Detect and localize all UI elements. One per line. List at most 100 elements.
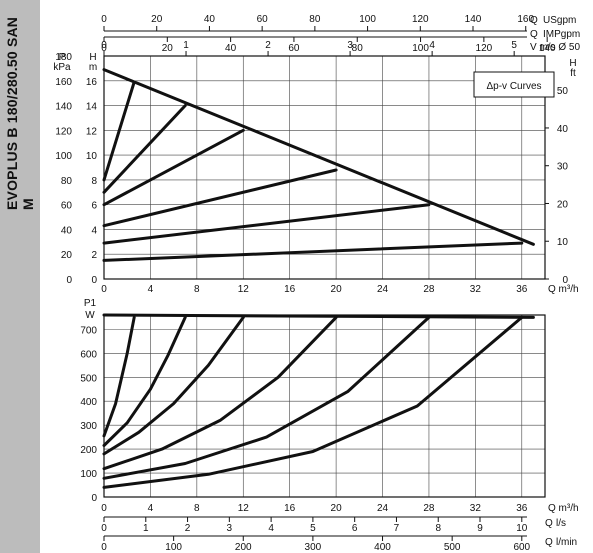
- top-curve-4: [102, 128, 245, 207]
- bottom-x-tick-label: 16: [284, 503, 296, 514]
- ls-tick-label: 3: [227, 523, 233, 534]
- side-label-bar: [0, 0, 40, 553]
- lmin-tick-label: 100: [165, 542, 182, 553]
- velocity-tick-label: 5: [511, 40, 517, 51]
- bottom-y-tick-label: 600: [80, 349, 97, 360]
- impgpm-tick-label: 0: [101, 43, 107, 54]
- ls-tick-label: 8: [435, 523, 441, 534]
- top-y-tick-label: 14: [86, 102, 98, 113]
- ft-tick-label: 0: [562, 275, 568, 286]
- bottom-x-tick-label: 32: [470, 503, 482, 514]
- kpa-tick-label: 60: [61, 201, 73, 212]
- ft-tick-label: 20: [557, 199, 569, 210]
- kpa-tick-label: 180: [55, 52, 72, 63]
- bottom-x-axis-label: Q m³/h: [548, 503, 579, 514]
- kpa-axis-label-unit: kPa: [53, 62, 71, 73]
- impgpm-tick-label: 60: [288, 43, 300, 54]
- usgpm-tick-label: 20: [151, 14, 163, 25]
- lmin-tick-label: 400: [374, 542, 391, 553]
- usgpm-tick-label: 60: [257, 14, 269, 25]
- top-x-tick-label: 0: [101, 284, 107, 295]
- bottom-x-tick-label: 24: [377, 503, 389, 514]
- ls-tick-label: 0: [101, 523, 107, 534]
- impgpm-tick-label: 20: [162, 43, 174, 54]
- bottom-y-tick-label: 300: [80, 421, 97, 432]
- lmin-tick-label: 300: [305, 542, 322, 553]
- bottom-x-tick-label: 36: [516, 503, 528, 514]
- bottom-x-tick-label: 8: [194, 503, 200, 514]
- bottom-x-tick-label: 4: [148, 503, 154, 514]
- usgpm-tick-label: 120: [412, 14, 429, 25]
- usgpm-tick-label: 80: [309, 14, 321, 25]
- top-curve-1: [102, 68, 535, 246]
- velocity-tick-label: 3: [347, 40, 353, 51]
- kpa-tick-label: 120: [55, 126, 72, 137]
- top-y-tick-label: 6: [91, 201, 97, 212]
- bottom-curve-6: [102, 315, 431, 480]
- impgpm-axis-label: IMPgpm: [543, 29, 580, 40]
- top-x-tick-label: 36: [516, 284, 528, 295]
- ls-tick-label: 7: [394, 523, 400, 534]
- usgpm-tick-label: 100: [359, 14, 376, 25]
- usgpm-tick-label: 160: [517, 14, 534, 25]
- top-y-tick-label: 8: [91, 176, 97, 187]
- kpa-tick-label: 160: [55, 77, 72, 88]
- lmin-axis-label-q: Q: [545, 537, 553, 548]
- ls-tick-label: 1: [143, 523, 149, 534]
- velocity-tick-label: 2: [265, 40, 271, 51]
- legend-box: [473, 71, 555, 98]
- top-x-tick-label: 32: [470, 284, 482, 295]
- ls-axis-label-q: Q: [545, 518, 553, 529]
- ls-tick-label: 6: [352, 523, 358, 534]
- ls-tick-label: 4: [268, 523, 274, 534]
- bottom-x-tick-label: 20: [331, 503, 343, 514]
- top-x-tick-label: 28: [423, 284, 435, 295]
- top-y-tick-label: 16: [86, 77, 98, 88]
- ls-axis-label: l/s: [556, 518, 566, 529]
- bottom-y-tick-label: 500: [80, 373, 97, 384]
- kpa-tick-label: 0: [66, 275, 72, 286]
- h-axis-label-unit: m: [89, 62, 97, 73]
- lmin-tick-label: 600: [513, 542, 530, 553]
- usgpm-tick-label: 140: [465, 14, 482, 25]
- usgpm-axis-label-q: Q: [530, 15, 538, 26]
- top-y-tick-label: 10: [86, 151, 98, 162]
- top-x-tick-label: 24: [377, 284, 389, 295]
- ft-axis-label-unit: ft: [570, 68, 576, 79]
- top-y-tick-label: 0: [91, 275, 97, 286]
- kpa-tick-label: 80: [61, 176, 73, 187]
- bottom-curve-7: [102, 315, 524, 489]
- impgpm-tick-label: 100: [412, 43, 429, 54]
- kpa-tick-label: 140: [55, 102, 72, 113]
- ls-tick-label: 5: [310, 523, 316, 534]
- usgpm-axis-label: USgpm: [543, 15, 576, 26]
- bottom-curve-2: [102, 315, 136, 438]
- lmin-axis-label: l/min: [556, 537, 577, 548]
- usgpm-tick-label: 0: [101, 14, 107, 25]
- top-x-tick-label: 4: [148, 284, 154, 295]
- p1-axis-label: P1: [84, 298, 97, 309]
- kpa-tick-label: 100: [55, 151, 72, 162]
- bottom-y-tick-label: 200: [80, 445, 97, 456]
- bottom-x-tick-label: 28: [423, 503, 435, 514]
- bottom-y-tick-label: 100: [80, 469, 97, 480]
- ft-tick-label: 10: [557, 237, 569, 248]
- velocity-tick-label: 4: [429, 40, 435, 51]
- bottom-curve-4: [102, 315, 245, 456]
- usgpm-tick-label: 40: [204, 14, 216, 25]
- velocity-tick-label: 1: [183, 40, 189, 51]
- top-plot-frame: [103, 55, 546, 280]
- ls-tick-label: 9: [477, 523, 483, 534]
- impgpm-tick-label: 80: [352, 43, 364, 54]
- top-curve-5: [102, 168, 338, 228]
- top-y-tick-label: 2: [91, 250, 97, 261]
- ft-tick-label: 30: [557, 162, 569, 173]
- ls-tick-label: 10: [516, 523, 528, 534]
- legend-title: Δp-v Curves: [486, 81, 541, 92]
- bottom-x-tick-label: 0: [101, 503, 107, 514]
- velocity-tick-label: 0: [101, 40, 107, 51]
- bottom-y-tick-label: 700: [80, 325, 97, 336]
- top-curve-6: [102, 203, 431, 245]
- top-curve-2: [102, 80, 136, 182]
